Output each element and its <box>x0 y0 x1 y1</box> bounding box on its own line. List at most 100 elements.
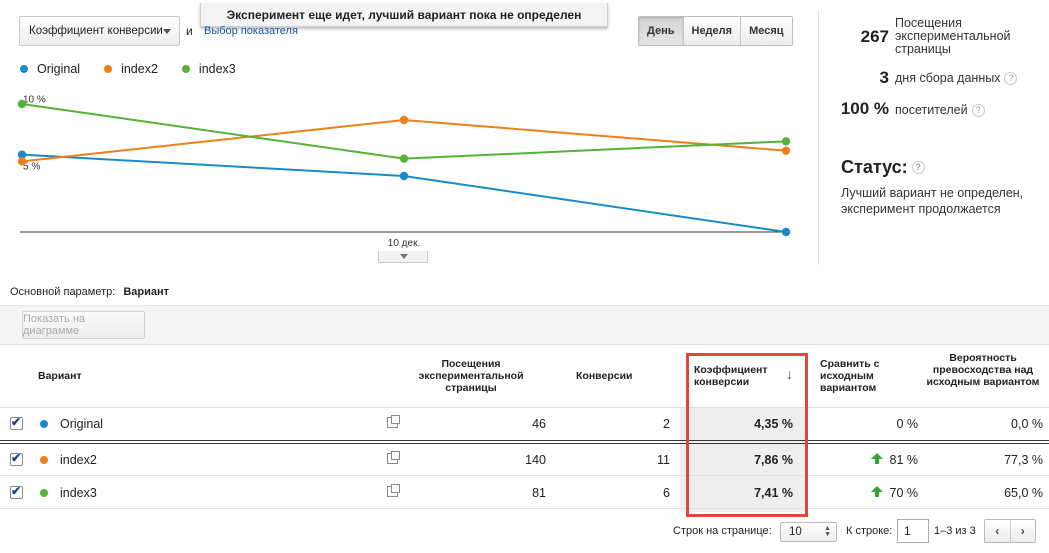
range-week-button[interactable]: Неделя <box>683 17 742 45</box>
table-toolbar <box>0 305 1049 345</box>
prev-page-button[interactable]: ‹ <box>985 520 1011 542</box>
table-row: index3 81 6 7,41 % 70 % 65,0 % <box>0 477 1049 509</box>
y-tick-label: 10 % <box>23 95 46 106</box>
and-text: и <box>186 24 193 38</box>
y-tick-label: 5 % <box>23 161 40 172</box>
show-on-chart-button[interactable]: Показать на диаграмме <box>22 311 145 339</box>
data-point <box>399 171 409 181</box>
data-point <box>781 227 791 237</box>
col-variant[interactable]: Вариант <box>38 370 82 382</box>
page-range-text: 1–3 из 3 <box>934 525 976 537</box>
data-point <box>17 150 27 159</box>
table-row: index2 140 11 7,86 % 81 % 77,3 % <box>0 444 1049 476</box>
conversions-value: 6 <box>663 486 670 500</box>
popout-icon[interactable] <box>387 484 400 497</box>
data-point <box>399 154 409 163</box>
rate-column-highlight <box>686 353 808 517</box>
conversion-line-chart: 10 % 5 % 10 дек. <box>17 95 791 249</box>
compare-value: 0 % <box>896 417 918 431</box>
table-row: Original 46 2 4,35 % 0 % 0,0 % <box>0 408 1049 440</box>
legend-dot <box>104 65 113 73</box>
go-to-row-label: К строке: <box>846 525 893 537</box>
chevron-down-icon <box>163 29 171 34</box>
next-page-button[interactable]: › <box>1020 524 1025 538</box>
probability-value: 0,0 % <box>1011 417 1043 431</box>
legend-item-original: Original <box>20 62 80 76</box>
go-to-row-input[interactable]: 1 <box>897 519 929 543</box>
choose-metric-link[interactable]: Выбор показателя <box>204 25 298 37</box>
col-conversions[interactable]: Конверсии <box>576 370 633 382</box>
compare-value: 70 % <box>889 486 919 500</box>
variant-color-dot <box>40 456 48 464</box>
visitors-label: посетителей <box>895 103 968 117</box>
help-icon[interactable]: ? <box>1004 72 1018 85</box>
legend-label: Original <box>37 62 81 76</box>
visits-value: 81 <box>532 486 546 500</box>
col-rate[interactable]: Коэффициент конверсии <box>694 364 768 388</box>
sort-descending-icon[interactable]: ↓ <box>786 366 793 382</box>
arrow-up-icon <box>871 486 883 497</box>
date-range-buttons: День Неделя Месяц <box>638 16 793 46</box>
metric-select[interactable]: Коэффициент конверсии <box>19 16 180 46</box>
series-line-original <box>21 153 787 233</box>
popout-icon[interactable] <box>387 451 400 464</box>
range-day-button[interactable]: День <box>639 17 684 45</box>
rate-value: 7,41 % <box>754 486 793 500</box>
data-point <box>17 99 27 109</box>
probability-value: 65,0 % <box>1004 486 1043 500</box>
col-compare[interactable]: Сравнить с исходным вариантом <box>820 358 880 394</box>
x-tick-label: 10 дек. <box>388 238 420 249</box>
visits-count: 267 <box>860 27 889 46</box>
compare-value: 81 % <box>889 453 919 467</box>
legend-item-index3: index3 <box>181 62 236 76</box>
col-visits[interactable]: Посещения экспериментальной страницы <box>418 358 524 394</box>
metric-select-value: Коэффициент конверсии <box>29 25 163 37</box>
visits-label: Посещения экспериментальной страницы <box>895 16 1011 56</box>
col-probability[interactable]: Вероятность превосходства над исходным в… <box>926 352 1040 388</box>
chart-expand-handle[interactable] <box>378 251 428 263</box>
conversions-value: 11 <box>657 453 670 467</box>
rows-per-page-value: 10 <box>789 526 802 538</box>
primary-dimension-value[interactable]: Вариант <box>123 286 170 298</box>
experiment-status-banner: Эксперимент еще идет, лучший вариант пок… <box>200 3 608 27</box>
help-icon[interactable]: ? <box>971 104 985 117</box>
days-label: дня сбора данных <box>895 71 1001 85</box>
help-icon[interactable]: ? <box>911 161 925 174</box>
variant-color-dot <box>40 420 48 428</box>
days-count: 3 <box>879 68 889 87</box>
visitors-percent: 100 % <box>840 99 889 118</box>
legend-label: index2 <box>121 62 158 76</box>
visits-value: 140 <box>525 453 546 467</box>
data-point <box>781 146 791 155</box>
conversions-value: 2 <box>663 417 670 431</box>
row-checkbox[interactable] <box>10 451 23 466</box>
rows-per-page-select[interactable]: 10 ▲ ▼ <box>780 522 837 542</box>
visits-value: 46 <box>532 417 546 431</box>
row-checkbox[interactable] <box>10 415 23 430</box>
series-line-index3 <box>21 103 787 160</box>
data-point <box>399 115 409 125</box>
visitors-label-wrap: посетителей? <box>895 104 985 117</box>
status-title-wrap: Статус:? <box>841 157 925 178</box>
arrow-up-icon <box>871 453 883 464</box>
variant-name: Original <box>60 417 104 431</box>
data-point <box>781 137 791 146</box>
primary-dimension: Основной параметр: Вариант <box>10 286 169 298</box>
days-label-wrap: дня сбора данных? <box>895 71 1018 85</box>
probability-value: 77,3 % <box>1004 453 1043 467</box>
range-month-button[interactable]: Месяц <box>741 17 792 45</box>
pager-buttons: ‹ › <box>984 519 1036 543</box>
table-header: Вариант Посещения экспериментальной стра… <box>0 346 1049 408</box>
baseline-separator <box>0 440 1049 444</box>
legend-item-index2: index2 <box>104 62 158 76</box>
variant-name: index3 <box>60 486 97 500</box>
legend-label: index3 <box>198 62 236 76</box>
spinner-icon: ▲ ▼ <box>824 525 831 538</box>
popout-icon[interactable] <box>387 415 400 428</box>
row-checkbox[interactable] <box>10 484 23 499</box>
status-title: Статус: <box>841 157 908 177</box>
variant-name: index2 <box>60 453 97 467</box>
legend-dot <box>20 65 28 73</box>
rate-column-bg <box>680 408 808 512</box>
